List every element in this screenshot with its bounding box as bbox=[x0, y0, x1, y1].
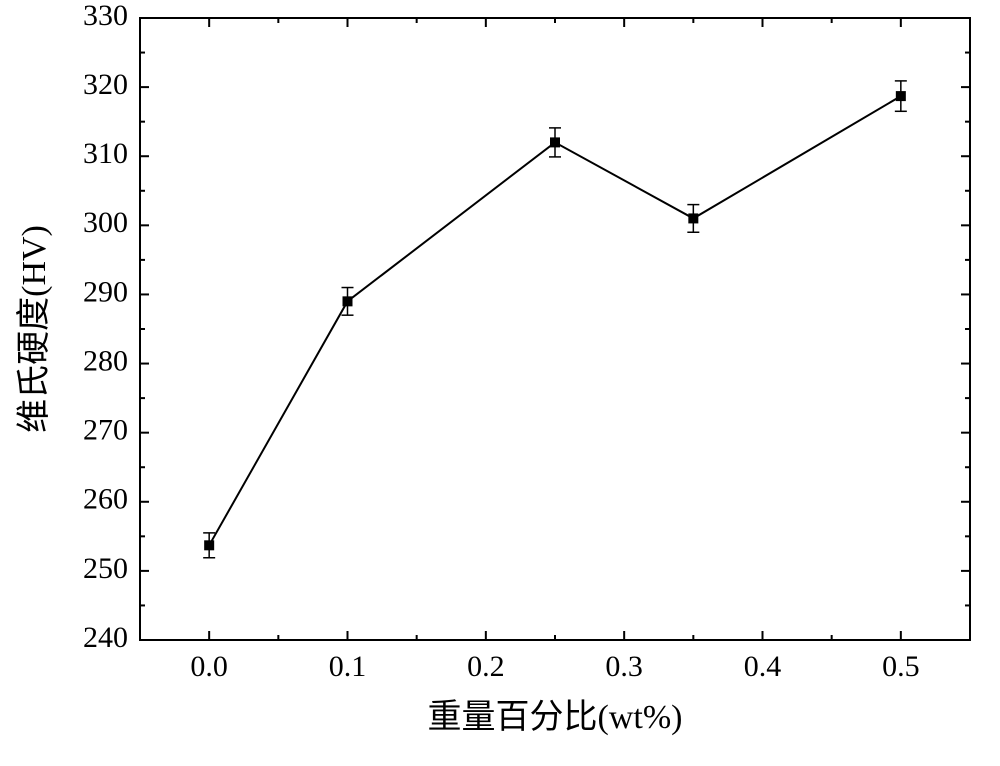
x-tick-label: 0.3 bbox=[605, 650, 643, 683]
y-tick-label: 330 bbox=[83, 0, 128, 32]
y-tick-label: 310 bbox=[83, 137, 128, 170]
x-tick-label: 0.4 bbox=[744, 650, 782, 683]
y-tick-label: 280 bbox=[83, 344, 128, 377]
chart-container: 0.0 0.1 0.2 0.3 0.4 0.5 240 250 260 270 280 290 300 3… bbox=[0, 0, 1000, 766]
y-tick-label: 240 bbox=[83, 621, 128, 654]
data-marker bbox=[896, 91, 906, 101]
y-tick-label: 320 bbox=[83, 68, 128, 101]
x-axis-title: 重量百分比(wt%) bbox=[428, 699, 683, 736]
y-tick-label: 250 bbox=[83, 552, 128, 585]
data-marker bbox=[688, 213, 698, 223]
x-tick-label: 0.5 bbox=[882, 650, 920, 683]
x-tick-label: 0.2 bbox=[467, 650, 505, 683]
y-tick-label: 290 bbox=[83, 275, 128, 308]
data-marker bbox=[204, 540, 214, 550]
hardness-chart: 0.0 0.1 0.2 0.3 0.4 0.5 240 250 260 270 280 290 300 3… bbox=[0, 0, 1000, 766]
y-tick-label: 270 bbox=[83, 414, 128, 447]
series-line bbox=[209, 96, 901, 545]
y-tick-label: 300 bbox=[83, 206, 128, 239]
plot-frame bbox=[140, 18, 970, 640]
y-axis-title: 维氏硬度(HV) bbox=[15, 225, 53, 433]
data-marker bbox=[343, 296, 353, 306]
x-tick-label: 0.1 bbox=[329, 650, 367, 683]
data-marker bbox=[550, 137, 560, 147]
x-tick-label: 0.0 bbox=[190, 650, 228, 683]
y-tick-label: 260 bbox=[83, 483, 128, 516]
